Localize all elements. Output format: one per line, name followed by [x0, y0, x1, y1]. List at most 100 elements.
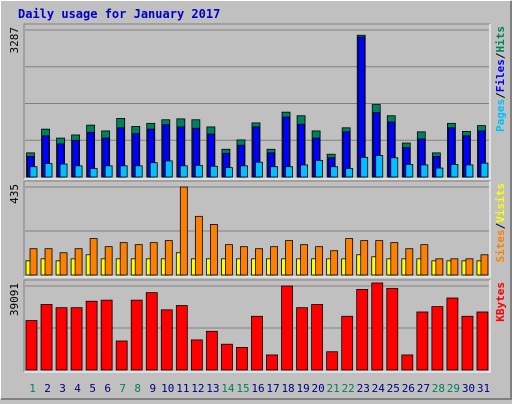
ymax-label-hits-files-pages: 3287	[8, 27, 21, 54]
bar-pages	[74, 165, 83, 178]
x-tick-label: 31	[477, 382, 490, 395]
bar-kbytes	[296, 307, 308, 371]
legend-kbytes: KBytes	[494, 282, 507, 322]
bar-sites	[59, 252, 68, 276]
bar-kbytes	[25, 320, 38, 371]
x-tick-label: 8	[134, 382, 141, 395]
legend-item-slash: /	[494, 92, 507, 99]
bar-sites	[149, 242, 158, 276]
bar-sites	[255, 248, 263, 276]
bar-kbytes	[386, 287, 399, 371]
ymax-label-visits-sites: 435	[8, 184, 21, 204]
bar-pages	[360, 156, 369, 178]
bar-kbytes	[476, 311, 489, 371]
bar-pages	[345, 168, 354, 178]
bar-pages	[480, 162, 489, 178]
bar-sites	[119, 242, 128, 276]
bar-kbytes	[70, 307, 83, 371]
x-tick-label: 28	[432, 382, 445, 395]
bar-sites	[104, 246, 113, 276]
legend-text-hits-files-pages: Pages/Files/Hits	[494, 26, 507, 132]
bar-sites	[29, 248, 38, 276]
bar-pages	[209, 165, 218, 178]
bar-sites	[134, 244, 143, 276]
bar-kbytes	[416, 311, 429, 371]
bar-sites	[74, 248, 83, 276]
bar-sites	[44, 248, 53, 276]
legend-text-visits-sites: Sites/Visits	[494, 183, 507, 263]
bar-pages	[119, 165, 128, 178]
bar-kbytes	[461, 315, 474, 371]
bar-pages	[420, 164, 429, 178]
bar-pages	[375, 155, 384, 178]
bar-kbytes	[266, 354, 278, 371]
legend-item-sites: Sites	[494, 229, 507, 262]
bar-sites	[209, 224, 218, 276]
panel-kbytes: 39091 KBytes	[8, 279, 507, 373]
bars-visits-sites	[25, 186, 489, 276]
x-tick-label: 12	[191, 382, 204, 395]
bar-pages	[300, 164, 308, 178]
panel-frame-hits-files-pages-bevel-dark	[23, 23, 490, 179]
x-tick-label: 10	[161, 382, 174, 395]
legend-item-pages: Pages	[494, 99, 507, 132]
x-tick-label: 15	[236, 382, 249, 395]
legend-item-kbytes: KBytes	[494, 282, 507, 322]
bar-kbytes	[401, 354, 414, 371]
bar-pages	[225, 167, 233, 178]
bar-kbytes	[281, 285, 293, 371]
bar-kbytes	[446, 297, 459, 371]
x-tick-label: 16	[251, 382, 264, 395]
bar-pages	[270, 166, 278, 178]
legend-item-slash: /	[494, 222, 507, 229]
x-tick-label: 9	[149, 382, 156, 395]
legend-item-files: Files	[494, 59, 507, 92]
bar-kbytes	[326, 351, 339, 371]
x-tick-label: 3	[59, 382, 66, 395]
x-tick-label: 26	[402, 382, 415, 395]
bar-pages	[149, 162, 158, 178]
bar-pages	[44, 163, 53, 178]
bar-pages	[285, 166, 293, 178]
bars-hits-files-pages	[26, 34, 489, 178]
bar-sites	[285, 240, 293, 276]
bar-sites	[480, 254, 489, 276]
bar-pages	[134, 165, 143, 178]
bar-pages	[330, 166, 339, 178]
x-tick-label: 21	[327, 382, 340, 395]
bar-sites	[315, 246, 324, 276]
x-tick-label: 6	[104, 382, 111, 395]
bar-sites	[375, 240, 384, 276]
bar-pages	[450, 164, 459, 178]
x-tick-label: 22	[342, 382, 355, 395]
legend-item-slash: /	[494, 52, 507, 59]
bar-sites	[390, 242, 399, 276]
bar-pages	[29, 166, 38, 178]
bar-sites	[179, 186, 188, 276]
bar-kbytes	[145, 292, 158, 371]
x-tick-label: 14	[221, 382, 235, 395]
bars-kbytes	[25, 282, 489, 371]
x-axis-labels: 1 2 3 4 5 6 7 8 9 10 11 12 13 14 15 16 17 18 19 20 21 22 23 24 2…	[29, 382, 490, 395]
bar-kbytes	[356, 289, 369, 371]
bar-sites	[164, 240, 173, 276]
x-tick-label: 5	[89, 382, 96, 395]
x-tick-label: 7	[119, 382, 126, 395]
x-tick-label: 1	[29, 382, 36, 395]
bar-files	[357, 36, 366, 178]
legend-visits-sites: Sites/Visits	[494, 183, 507, 263]
chart-title: Daily usage for January 2017	[18, 7, 220, 21]
x-tick-label: 13	[206, 382, 219, 395]
bar-pages	[240, 165, 248, 178]
panel-visits-sites: 435 Sites/Visits	[8, 180, 507, 278]
x-tick-label: 11	[176, 382, 189, 395]
bar-pages	[315, 160, 324, 178]
legend-text-kbytes: KBytes	[494, 282, 507, 322]
bar-pages	[59, 163, 68, 178]
bar-sites	[89, 238, 98, 276]
bar-kbytes	[55, 307, 68, 371]
bar-sites	[194, 215, 203, 276]
bar-pages	[164, 160, 173, 178]
x-tick-label: 20	[312, 382, 325, 395]
